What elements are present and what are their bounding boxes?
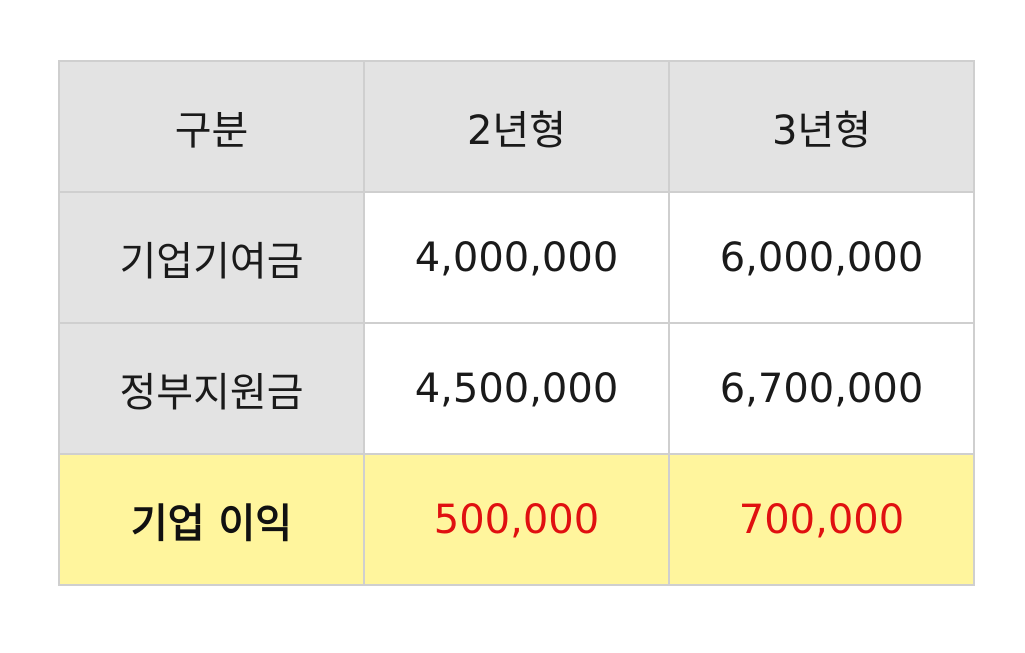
total-label: 기업 이익: [58, 453, 365, 586]
header-2-year: 2년형: [363, 60, 670, 193]
total-row: 기업 이익 500,000 700,000: [58, 453, 975, 586]
row-label: 정부지원금: [58, 322, 365, 455]
header-category: 구분: [58, 60, 365, 193]
header-3-year: 3년형: [668, 60, 975, 193]
row-label: 기업기여금: [58, 191, 365, 324]
cell-value: 6,000,000: [668, 191, 975, 324]
cell-value: 6,700,000: [668, 322, 975, 455]
cell-value: 4,000,000: [363, 191, 670, 324]
table-row: 기업기여금 4,000,000 6,000,000: [58, 191, 975, 324]
table-row: 정부지원금 4,500,000 6,700,000: [58, 322, 975, 455]
header-row: 구분 2년형 3년형: [58, 60, 975, 193]
total-value-2-year: 500,000: [363, 453, 670, 586]
total-value-3-year: 700,000: [668, 453, 975, 586]
cell-value: 4,500,000: [363, 322, 670, 455]
contribution-comparison-table: 구분 2년형 3년형 기업기여금 4,000,000 6,000,000 정부지…: [58, 60, 975, 586]
